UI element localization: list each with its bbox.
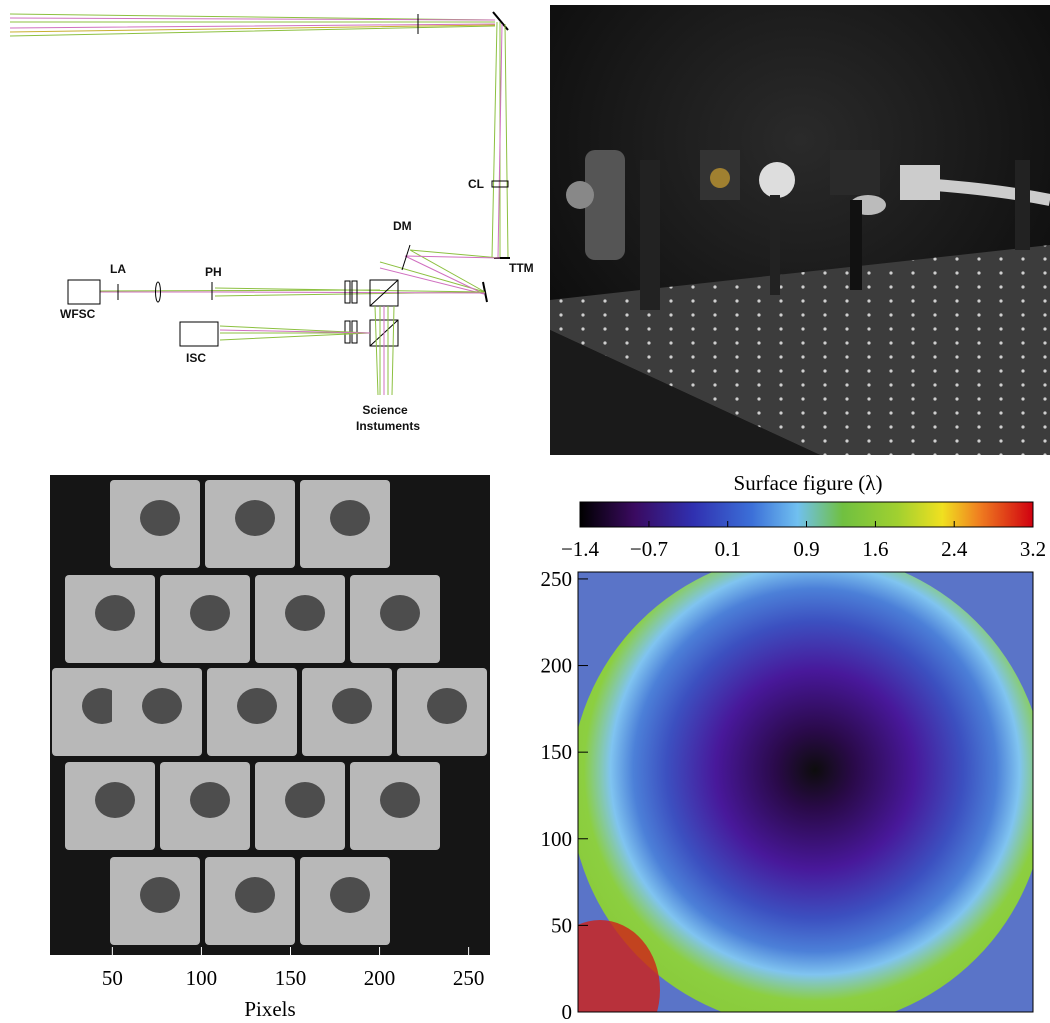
x-axis-label: Pixels [244,997,295,1021]
sub-image-spot [140,877,180,913]
sub-image-spot [95,595,135,631]
sub-image-spot [190,595,230,631]
label-la: LA [110,262,126,276]
x-tick-label: 150 [275,966,307,990]
colorbar-tick-label: 0.9 [793,537,819,561]
label-science: Science [362,403,408,417]
figure: LA PH WFSC ISC DM CL TTM Science Instume… [0,0,1050,1023]
y-tick-label: 0 [562,1000,573,1023]
pixel-image-panel [50,475,490,955]
label-instruments: Instuments [356,419,420,433]
y-tick-label: 100 [541,827,573,851]
y-tick-label: 50 [551,913,572,937]
x-tick-label: 100 [186,966,218,990]
optical-diagram: LA PH WFSC ISC DM CL TTM Science Instume… [10,12,534,433]
colorbar-tick-label: 1.6 [862,537,888,561]
sub-image-spot [332,688,372,724]
bench-photo [550,5,1050,455]
label-isc: ISC [186,351,206,365]
colorbar-tick-label: 0.1 [715,537,741,561]
sub-image-spot [142,688,182,724]
x-tick-label: 50 [102,966,123,990]
sub-image-spot [427,688,467,724]
y-tick-label: 150 [541,740,573,764]
sub-image-spot [330,500,370,536]
colorbar-tick-label: −0.7 [630,537,668,561]
sub-image-spot [380,782,420,818]
colorbar-tick-label: −1.4 [561,537,600,561]
sub-image-spot [330,877,370,913]
x-tick-label: 250 [453,966,485,990]
y-tick-label: 200 [541,654,573,678]
sub-image-spot [285,595,325,631]
sub-image-spot [380,595,420,631]
sub-image-spot [190,782,230,818]
sub-image-spot [140,500,180,536]
colorbar-tick-label: 3.2 [1020,537,1046,561]
sub-image-spot [237,688,277,724]
label-ttm: TTM [509,261,534,275]
label-wfsc: WFSC [60,307,96,321]
y-tick-label: 250 [541,567,573,591]
label-ph: PH [205,265,222,279]
sub-image-spot [235,500,275,536]
label-cl: CL [468,177,484,191]
surface-title: Surface figure (λ) [734,471,883,495]
label-dm: DM [393,219,412,233]
sub-image-spot [95,782,135,818]
colorbar-tick-label: 2.4 [941,537,968,561]
sub-image-spot [235,877,275,913]
sub-image-spot [285,782,325,818]
x-tick-label: 200 [364,966,396,990]
